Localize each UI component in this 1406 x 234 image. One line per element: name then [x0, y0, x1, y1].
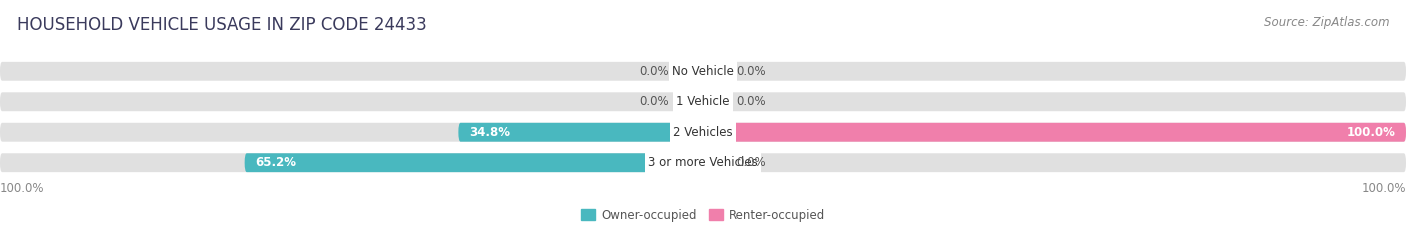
FancyBboxPatch shape: [0, 62, 1406, 81]
FancyBboxPatch shape: [0, 92, 1406, 111]
Text: 100.0%: 100.0%: [1347, 126, 1395, 139]
FancyBboxPatch shape: [703, 123, 1406, 142]
Text: 0.0%: 0.0%: [737, 156, 766, 169]
Text: 0.0%: 0.0%: [640, 65, 669, 78]
FancyBboxPatch shape: [703, 62, 731, 81]
FancyBboxPatch shape: [0, 153, 1406, 172]
FancyBboxPatch shape: [675, 62, 703, 81]
Text: No Vehicle: No Vehicle: [672, 65, 734, 78]
FancyBboxPatch shape: [703, 92, 731, 111]
FancyBboxPatch shape: [675, 92, 703, 111]
Text: 100.0%: 100.0%: [0, 182, 45, 195]
FancyBboxPatch shape: [245, 153, 703, 172]
Text: HOUSEHOLD VEHICLE USAGE IN ZIP CODE 24433: HOUSEHOLD VEHICLE USAGE IN ZIP CODE 2443…: [17, 16, 426, 34]
Text: 100.0%: 100.0%: [1361, 182, 1406, 195]
Text: 2 Vehicles: 2 Vehicles: [673, 126, 733, 139]
Text: 0.0%: 0.0%: [737, 95, 766, 108]
FancyBboxPatch shape: [703, 153, 731, 172]
Text: Source: ZipAtlas.com: Source: ZipAtlas.com: [1264, 16, 1389, 29]
FancyBboxPatch shape: [458, 123, 703, 142]
Text: 3 or more Vehicles: 3 or more Vehicles: [648, 156, 758, 169]
Text: 65.2%: 65.2%: [256, 156, 297, 169]
Text: 0.0%: 0.0%: [640, 95, 669, 108]
Text: 0.0%: 0.0%: [737, 65, 766, 78]
FancyBboxPatch shape: [0, 123, 1406, 142]
Legend: Owner-occupied, Renter-occupied: Owner-occupied, Renter-occupied: [576, 204, 830, 227]
Text: 1 Vehicle: 1 Vehicle: [676, 95, 730, 108]
Text: 34.8%: 34.8%: [470, 126, 510, 139]
